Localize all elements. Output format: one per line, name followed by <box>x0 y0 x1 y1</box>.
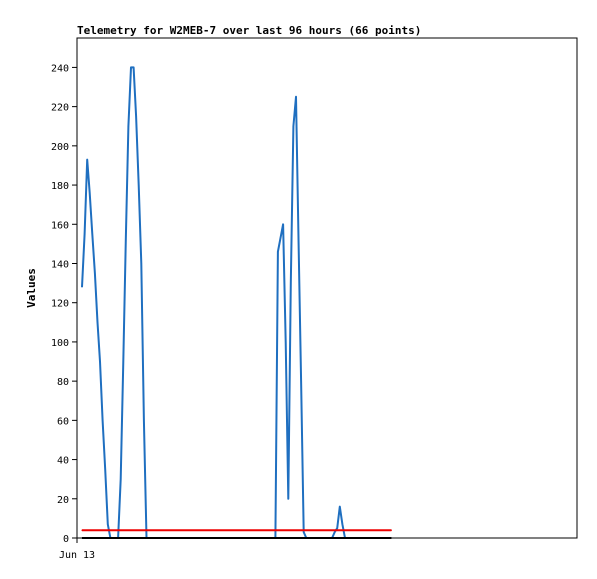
series-0-point-9 <box>104 468 106 470</box>
series-0-point-35 <box>292 125 294 127</box>
y-tick-label-9: 180 <box>51 181 69 192</box>
series-2-point-1 <box>390 537 392 539</box>
series-0-point-32 <box>285 341 287 343</box>
series-0-point-4 <box>91 233 93 235</box>
y-tick-label-11: 220 <box>51 103 69 114</box>
series-0-point-18 <box>127 125 129 127</box>
series-0-point-17 <box>125 239 127 241</box>
series-0-point-34 <box>290 282 292 284</box>
series-2-point-0 <box>81 537 83 539</box>
y-axis-ticks: 0 20 40 60 80 100 120 140 160 180 200 220 240 <box>51 63 77 545</box>
series-0-point-52 <box>336 527 338 529</box>
y-tick-label-4: 80 <box>57 377 69 388</box>
y-tick-label-0: 0 <box>63 534 69 545</box>
series-0-point-19 <box>130 66 132 68</box>
x-tick-label-0: Jun 13 <box>59 550 95 561</box>
series-0-point-39 <box>303 531 305 533</box>
series-0-point-30 <box>277 251 279 253</box>
series-0-point-15 <box>120 478 122 480</box>
plot-frame <box>76 37 578 539</box>
series-0-point-6 <box>96 321 99 323</box>
series-0-point-0 <box>81 286 83 288</box>
y-tick-label-6: 120 <box>51 299 69 310</box>
series-1 <box>81 529 392 532</box>
series-0-point-8 <box>102 419 104 421</box>
series-0-point-5 <box>94 272 96 274</box>
series-0-point-51 <box>334 531 336 533</box>
series-0-point-7 <box>99 360 101 363</box>
x-axis-ticks: Jun 13 <box>59 538 95 561</box>
series-0-point-2 <box>86 159 88 161</box>
series-0-point-22 <box>138 184 140 186</box>
chart-title: Telemetry for W2MEB-7 over last 96 hours… <box>77 24 421 37</box>
series-0-point-23 <box>140 262 142 265</box>
series-0-point-20 <box>133 66 135 68</box>
series-0-point-1 <box>84 233 86 235</box>
series-0-point-37 <box>298 243 300 245</box>
y-tick-label-10: 200 <box>51 142 69 153</box>
series-0-point-36 <box>295 96 297 98</box>
y-axis-label: Values <box>25 268 38 308</box>
y-tick-label-8: 160 <box>51 220 69 231</box>
series-0-point-38 <box>300 380 302 382</box>
series-0-point-16 <box>122 360 124 363</box>
series-0-point-53 <box>339 506 341 508</box>
series-0 <box>81 66 349 539</box>
series-0-point-31 <box>282 223 284 225</box>
y-tick-label-7: 140 <box>51 259 69 270</box>
series-0-point-10 <box>107 523 109 525</box>
y-tick-label-1: 20 <box>57 495 69 506</box>
series-0-point-21 <box>135 115 137 117</box>
series-line-0 <box>81 66 348 539</box>
series-1-point-0 <box>81 529 83 531</box>
series-0-point-3 <box>89 192 91 194</box>
y-tick-label-5: 100 <box>51 338 69 349</box>
y-tick-label-2: 40 <box>57 456 69 467</box>
series-2 <box>81 537 392 539</box>
series-0-point-33 <box>287 498 289 500</box>
series-layer <box>81 66 392 539</box>
y-tick-label-12: 240 <box>51 63 69 74</box>
y-tick-label-3: 60 <box>57 416 69 427</box>
series-0-point-54 <box>341 523 343 525</box>
series-1-point-1 <box>390 529 392 531</box>
series-0-point-24 <box>143 419 145 421</box>
